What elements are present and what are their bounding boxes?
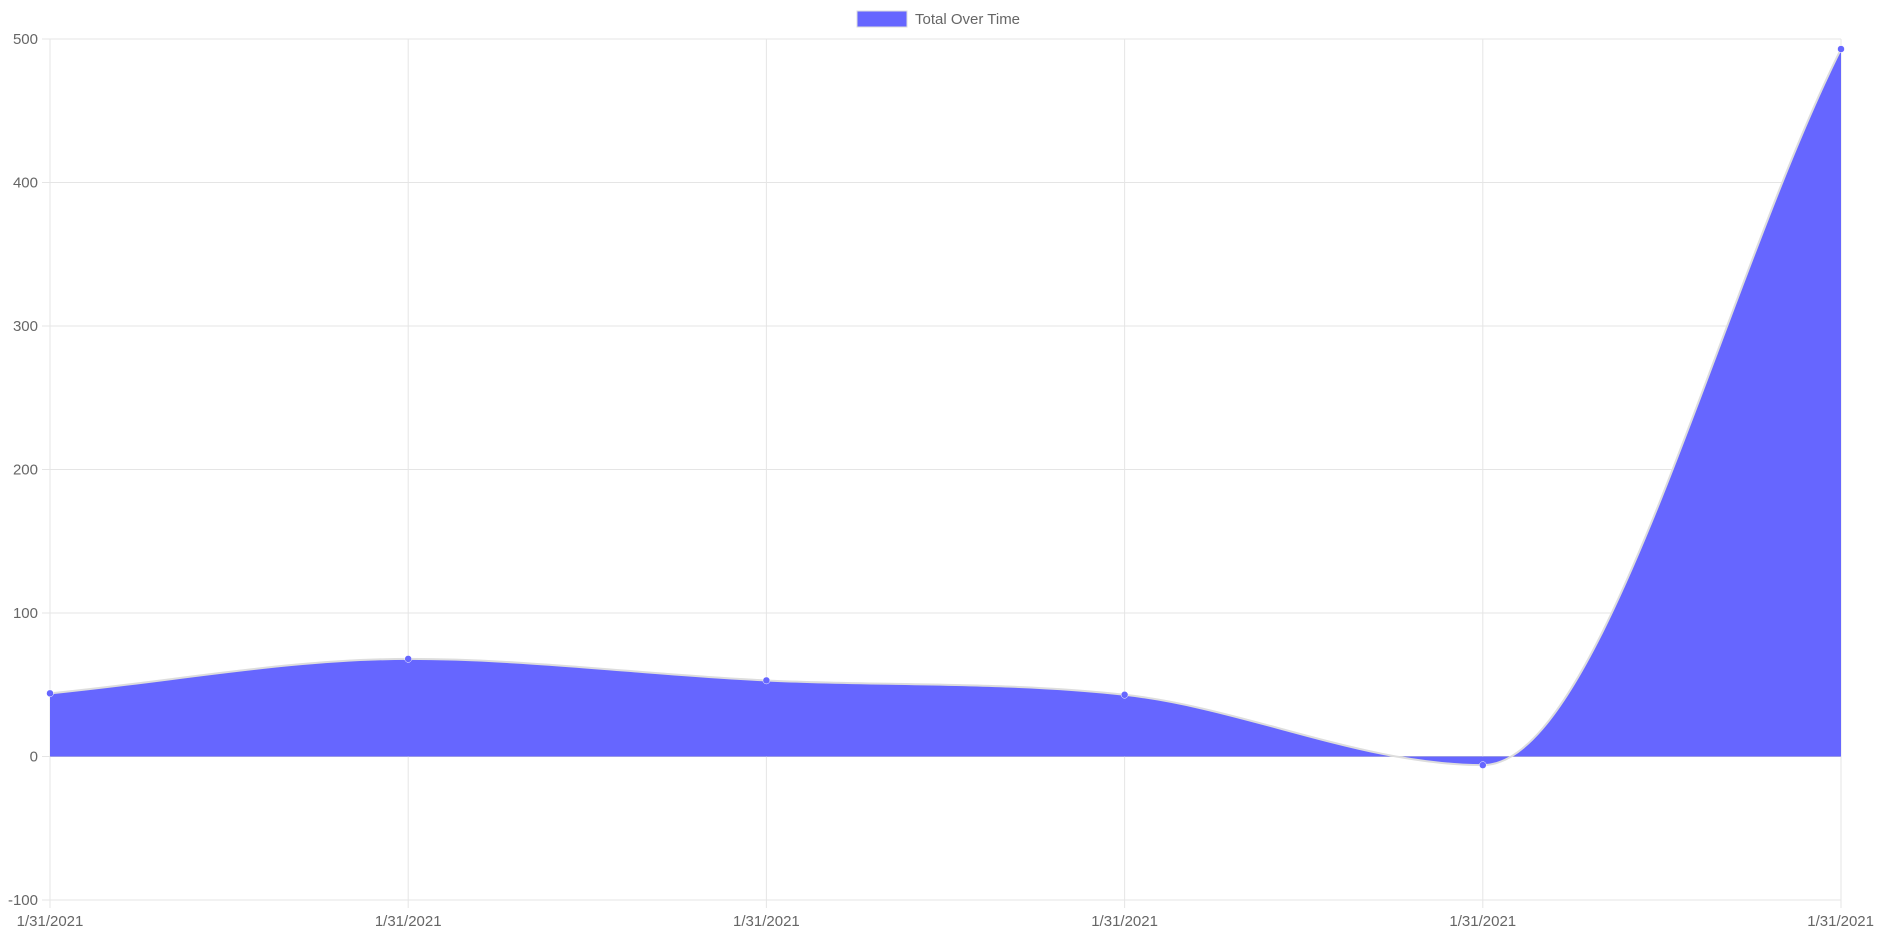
data-point[interactable]	[1120, 691, 1129, 699]
y-tick-label: 0	[30, 749, 38, 766]
x-tick-label: 1/31/2021	[375, 913, 442, 930]
y-axis-ticks: 500 400 300 200 100 0 -100	[8, 31, 38, 909]
legend[interactable]: Total Over Time	[856, 10, 1020, 28]
data-point[interactable]	[46, 689, 54, 698]
data-points	[46, 45, 1845, 769]
x-tick-label: 1/31/2021	[1807, 913, 1874, 930]
y-tick-label: 400	[13, 175, 38, 192]
y-tick-label: 300	[13, 318, 38, 335]
y-tick-label: -100	[8, 892, 38, 909]
series-fill	[50, 49, 1841, 766]
x-axis-ticks: 1/31/2021 1/31/2021 1/31/2021 1/31/2021 1/31…	[17, 913, 1874, 930]
series-area	[49, 48, 1842, 767]
data-point[interactable]	[404, 655, 412, 663]
data-point[interactable]	[1837, 45, 1845, 53]
x-tick-label: 1/31/2021	[733, 913, 800, 930]
x-tick-label: 1/31/2021	[1091, 913, 1158, 930]
y-tick-label: 500	[13, 31, 38, 48]
y-tick-label: 200	[13, 462, 38, 479]
series-line	[49, 48, 1842, 767]
grid	[42, 38, 1842, 908]
x-tick-label: 1/31/2021	[1449, 913, 1516, 930]
data-point[interactable]	[1479, 761, 1487, 769]
legend-swatch	[856, 10, 908, 28]
legend-label: Total Over Time	[915, 11, 1020, 28]
data-point[interactable]	[762, 676, 771, 685]
x-tick-label: 1/31/2021	[17, 913, 84, 930]
y-tick-label: 100	[13, 605, 38, 622]
